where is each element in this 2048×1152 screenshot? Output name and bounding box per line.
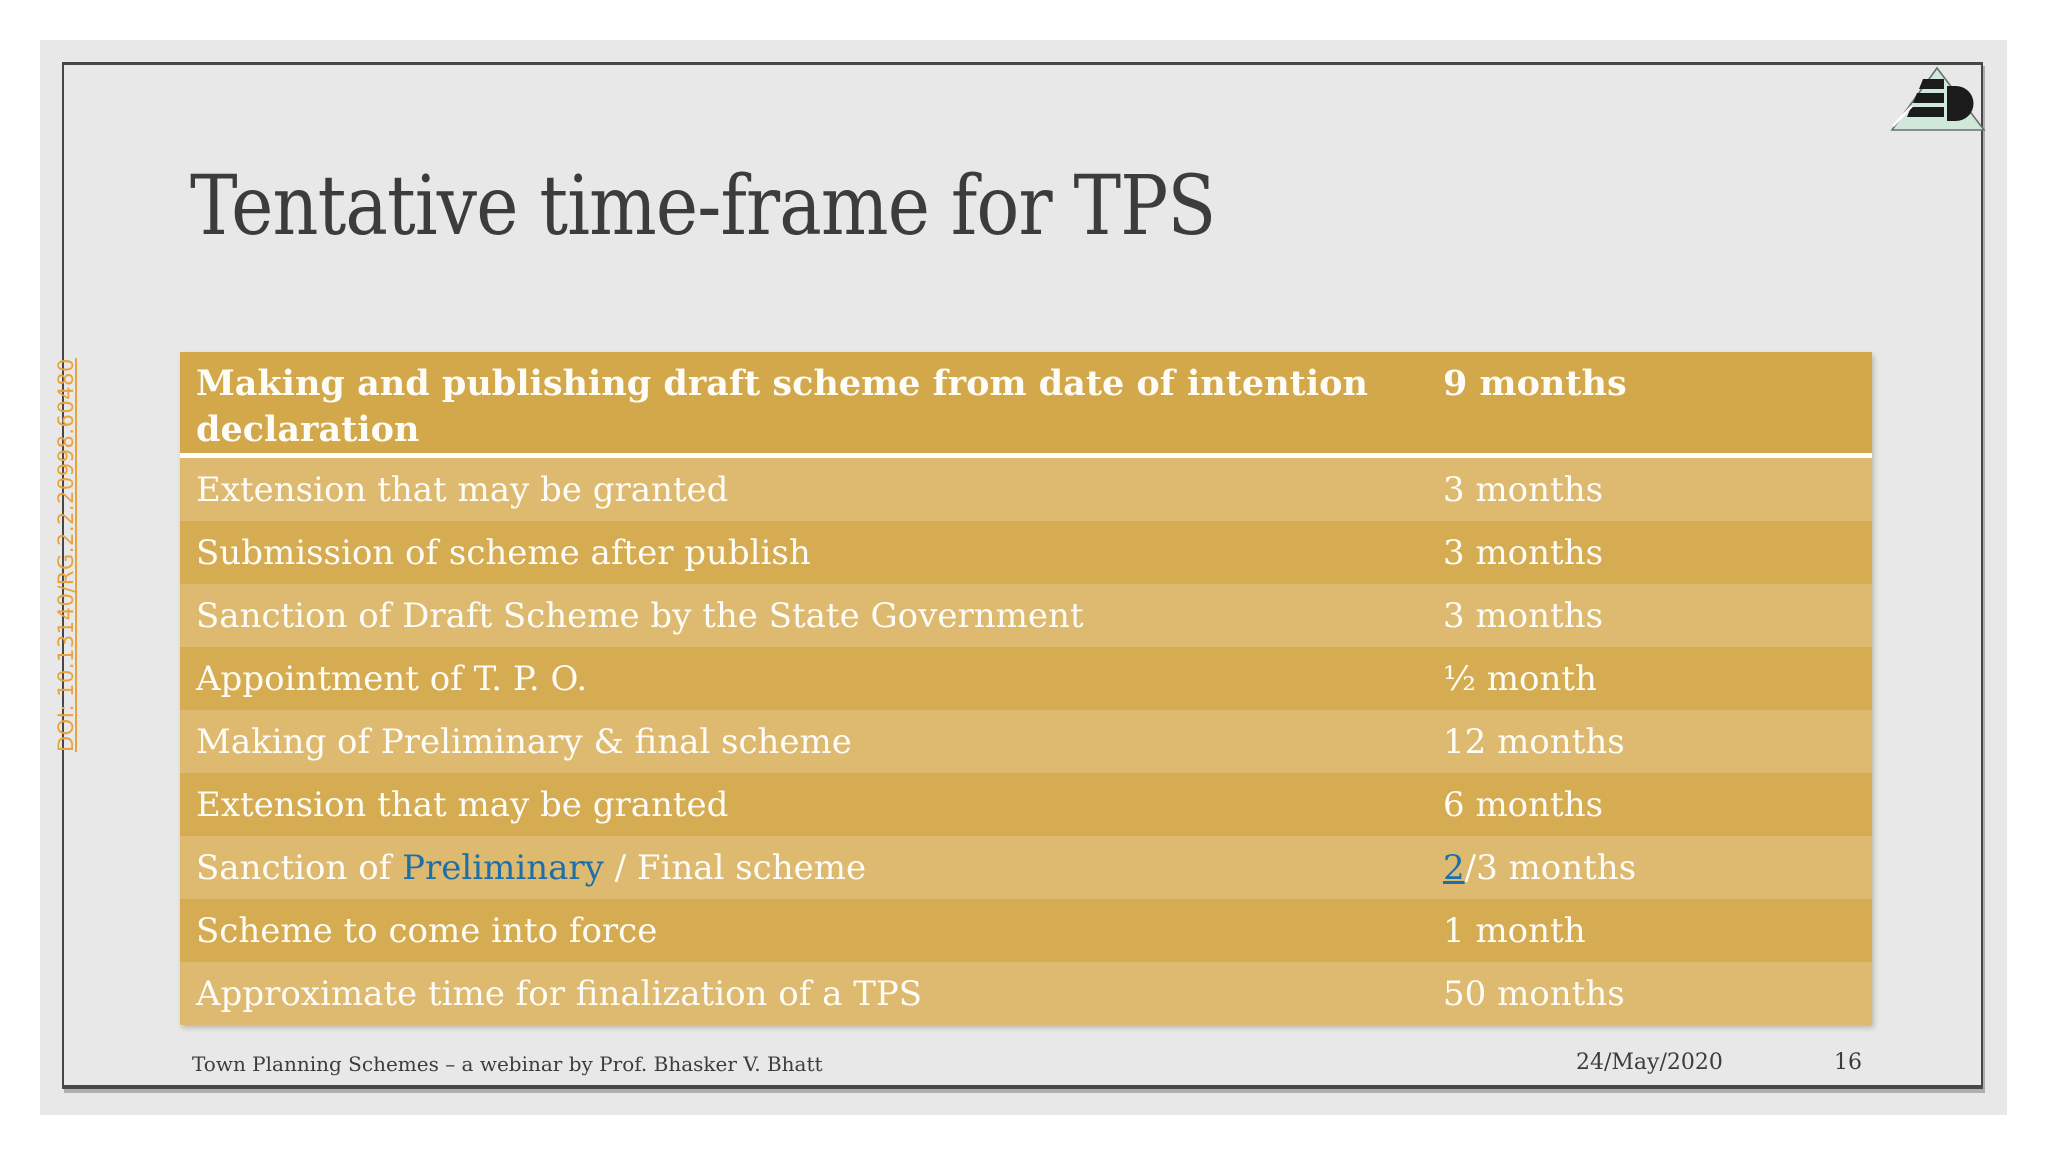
table-body: Extension that may be granted 3 months Sub… xyxy=(180,458,1872,1025)
task-cell: Extension that may be granted xyxy=(196,784,729,825)
duration-cell: ½ month xyxy=(1443,658,1597,699)
header-duration-cell: 9 months xyxy=(1443,363,1627,404)
timeframe-table: Making and publishing draft scheme from … xyxy=(180,352,1872,1025)
table-row: Sanction of Draft Scheme by the State Go… xyxy=(180,584,1872,647)
duration-cell: 3 months xyxy=(1443,469,1604,510)
duration-cell: 12 months xyxy=(1443,721,1625,762)
table-row: Scheme to come into force 1 month xyxy=(180,899,1872,962)
duration-cell: 6 months xyxy=(1443,784,1604,825)
presentation-slide: Tentative time-frame for TPS DOI: 10.131… xyxy=(40,40,2007,1115)
task-cell: Approximate time for finalization of a T… xyxy=(196,973,923,1014)
table-row: Sanction of Preliminary / Final scheme 2/… xyxy=(180,836,1872,899)
table-row: Appointment of T. P. O. ½ month xyxy=(180,647,1872,710)
task-cell: Sanction of Draft Scheme by the State Go… xyxy=(196,595,1084,636)
task-cell: Appointment of T. P. O. xyxy=(196,658,588,699)
footer-date: 24/May/2020 xyxy=(1576,1050,1723,1075)
header-task-cell: Making and publishing draft scheme from … xyxy=(196,363,1368,451)
task-cell: Extension that may be granted xyxy=(196,469,729,510)
duration-cell: 1 month xyxy=(1443,910,1586,951)
table-row: Making of Preliminary & final scheme 12 m… xyxy=(180,710,1872,773)
pyramid-ed-logo-icon xyxy=(1890,66,1990,136)
task-cell: Sanction of Preliminary / Final scheme xyxy=(180,848,1443,888)
row-text: /3 months xyxy=(1464,847,1637,888)
task-cell: Making of Preliminary & final scheme xyxy=(196,721,852,762)
duration-cell: 3 months xyxy=(1443,532,1604,573)
hyperlink-text[interactable]: 2 xyxy=(1443,847,1465,888)
row-text: Sanction of xyxy=(196,847,403,888)
hyperlink-text[interactable]: Preliminary xyxy=(402,847,604,888)
duration-cell: 50 months xyxy=(1443,973,1625,1014)
duration-cell: 2/3 months xyxy=(1443,848,1636,888)
table-row: Extension that may be granted 3 months xyxy=(180,458,1872,521)
doi-link[interactable]: DOI: 10.13140/RG.2.2.20998.60480 xyxy=(54,358,78,752)
duration-cell: 3 months xyxy=(1443,595,1604,636)
table-row: Submission of scheme after publish 3 mont… xyxy=(180,521,1872,584)
footer-credit: Town Planning Schemes – a webinar by Pro… xyxy=(192,1052,823,1076)
row-text: / Final scheme xyxy=(603,847,867,888)
slide-title: Tentative time-frame for TPS xyxy=(190,159,1216,254)
table-row: Approximate time for finalization of a T… xyxy=(180,962,1872,1025)
task-cell: Submission of scheme after publish xyxy=(196,532,811,573)
task-cell: Scheme to come into force xyxy=(196,910,658,951)
footer-page-number: 16 xyxy=(1834,1050,1862,1075)
table-header-row: Making and publishing draft scheme from … xyxy=(180,352,1872,458)
table-row: Extension that may be granted 6 months xyxy=(180,773,1872,836)
